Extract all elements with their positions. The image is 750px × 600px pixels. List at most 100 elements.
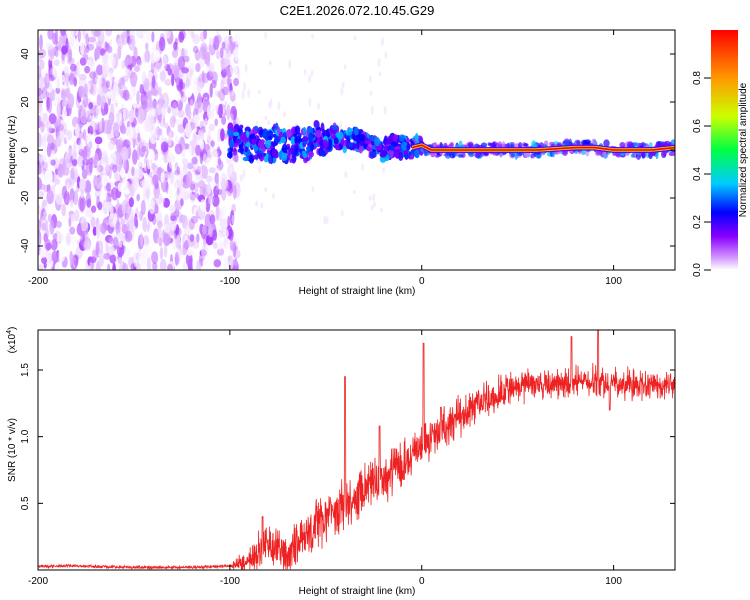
spectrogram-noise-cell (143, 243, 149, 259)
spectrogram-noise-cell (60, 80, 67, 90)
spectrogram-band-cell (333, 137, 339, 145)
spectrogram-noise-cell (234, 186, 240, 198)
spectrogram-noise-cell (115, 220, 121, 236)
spectrogram-noise-cell (116, 199, 120, 208)
spectrogram-noise-cell (95, 261, 101, 270)
spectrogram-noise-cell (68, 49, 72, 63)
spectrogram-halo-cell (655, 151, 659, 160)
spectrogram-noise-cell (139, 232, 144, 247)
spectrogram-noise-cell (176, 166, 180, 175)
spectrogram-noise-cell (120, 125, 127, 135)
spectrogram-noise-cell (224, 53, 229, 67)
spectrogram-noise-cell (113, 168, 119, 179)
spectrogram-noise-cell (55, 178, 61, 185)
spectrogram-band-cell (414, 149, 420, 159)
spectrogram-noise-cell (77, 258, 82, 270)
spectrogram-noise-cell (69, 188, 75, 204)
spectrogram-noise-cell (104, 102, 109, 115)
spectrogram-noise-cell (268, 101, 272, 110)
spectrogram-noise-cell (233, 249, 241, 259)
spectrogram-noise-cell (69, 30, 75, 38)
spectrogram-noise-cell (122, 108, 127, 121)
spectrogram-noise-cell (181, 248, 188, 256)
spectrogram-noise-cell (230, 209, 235, 226)
spectrogram-noise-cell (83, 241, 91, 253)
spectrogram-noise-cell (38, 190, 45, 198)
spectrogram-noise-cell (217, 157, 221, 166)
spectrogram-noise-cell (54, 167, 59, 176)
spectrogram-noise-cell (62, 167, 70, 176)
spectrogram-noise-cell (191, 71, 198, 86)
spectrogram-noise-cell (101, 62, 110, 75)
spectrogram-y-tick-label: 20 (20, 96, 31, 108)
spectrogram-noise-cell (175, 73, 180, 86)
spectrogram-noise-cell (95, 241, 100, 256)
spectrogram-noise-cell (50, 142, 55, 151)
spectrogram-noise-cell (223, 257, 230, 270)
spectrogram-band-cell (233, 147, 237, 152)
spectrogram-noise-cell (230, 105, 238, 121)
spectrogram-noise-cell (382, 167, 386, 173)
snr-exponent-label: (x104) (6, 327, 18, 354)
spectrogram-band-cell (254, 125, 259, 131)
spectrogram-noise-cell (121, 30, 129, 46)
spectrogram-noise-cell (82, 110, 86, 122)
spectrogram-noise-cell (234, 257, 238, 267)
spectrogram-noise-cell (89, 162, 93, 174)
spectrogram-noise-cell (311, 34, 315, 39)
spectrogram-noise-cell (128, 107, 135, 123)
spectrogram-noise-cell (105, 80, 110, 89)
spectrogram-noise-cell (216, 90, 221, 98)
spectrogram-noise-cell (174, 162, 179, 169)
spectrogram-noise-cell (255, 200, 259, 207)
spectrogram-noise-cell (115, 155, 122, 172)
spectrogram-band-cell (286, 129, 293, 138)
spectrogram-noise-cell (105, 201, 113, 213)
spectrogram-noise-cell (201, 165, 208, 179)
spectrogram-noise-cell (132, 100, 141, 110)
spectrogram-noise-cell (76, 64, 81, 74)
spectrogram-band-cell (235, 138, 242, 144)
spectrogram-noise-cell (121, 75, 129, 83)
spectrogram-noise-cell (179, 81, 186, 90)
figure-title: C2E1.2026.072.10.45.G29 (280, 3, 435, 18)
spectrogram-noise-cell (197, 165, 201, 173)
spectrogram-noise-cell (123, 159, 127, 170)
spectrogram-noise-cell (135, 107, 139, 118)
spectrogram-band-cell (302, 136, 309, 142)
spectrogram-noise-cell (241, 89, 245, 100)
spectrogram-noise-cell (85, 33, 89, 48)
spectrogram-band-cell (331, 125, 338, 130)
spectrogram-noise-cell (44, 169, 53, 185)
spectrogram-noise-cell (58, 34, 66, 43)
snr-exponent-power: 4 (6, 330, 13, 334)
spectrogram-noise-cell (106, 218, 112, 225)
spectrogram-noise-cell (184, 87, 193, 98)
spectrogram-noise-cell (90, 256, 97, 264)
spectrogram-halo-cell (499, 152, 503, 158)
spectrogram-noise-cell (87, 107, 95, 114)
spectrogram-noise-cell (230, 36, 235, 43)
spectrogram-noise-cell (148, 98, 153, 111)
spectrogram-noise-cell (213, 35, 220, 51)
spectrogram-noise-cell (179, 48, 188, 57)
spectrogram-noise-cell (138, 161, 144, 170)
spectrogram-noise-cell (152, 98, 157, 110)
spectrogram-noise-cell (109, 163, 115, 171)
colorbar-tick-label: 0.8 (692, 71, 703, 85)
spectrogram-band-cell (262, 131, 269, 139)
spectrogram-band-cell (282, 131, 287, 138)
spectrogram-x-tick-label: 0 (419, 276, 425, 287)
spectrogram-noise-cell (220, 128, 225, 142)
spectrogram-noise-cell (39, 112, 47, 123)
spectrogram-noise-cell (140, 191, 144, 203)
spectrogram-noise-cell (38, 100, 43, 114)
spectrogram-noise-cell (217, 231, 222, 240)
spectrogram-noise-cell (84, 54, 89, 60)
spectrogram-noise-cell (84, 65, 91, 74)
spectrogram-halo-cell (603, 139, 610, 148)
spectrogram-noise-cell (199, 148, 203, 165)
spectrogram-noise-cell (372, 193, 376, 202)
spectrogram-noise-cell (185, 252, 193, 266)
